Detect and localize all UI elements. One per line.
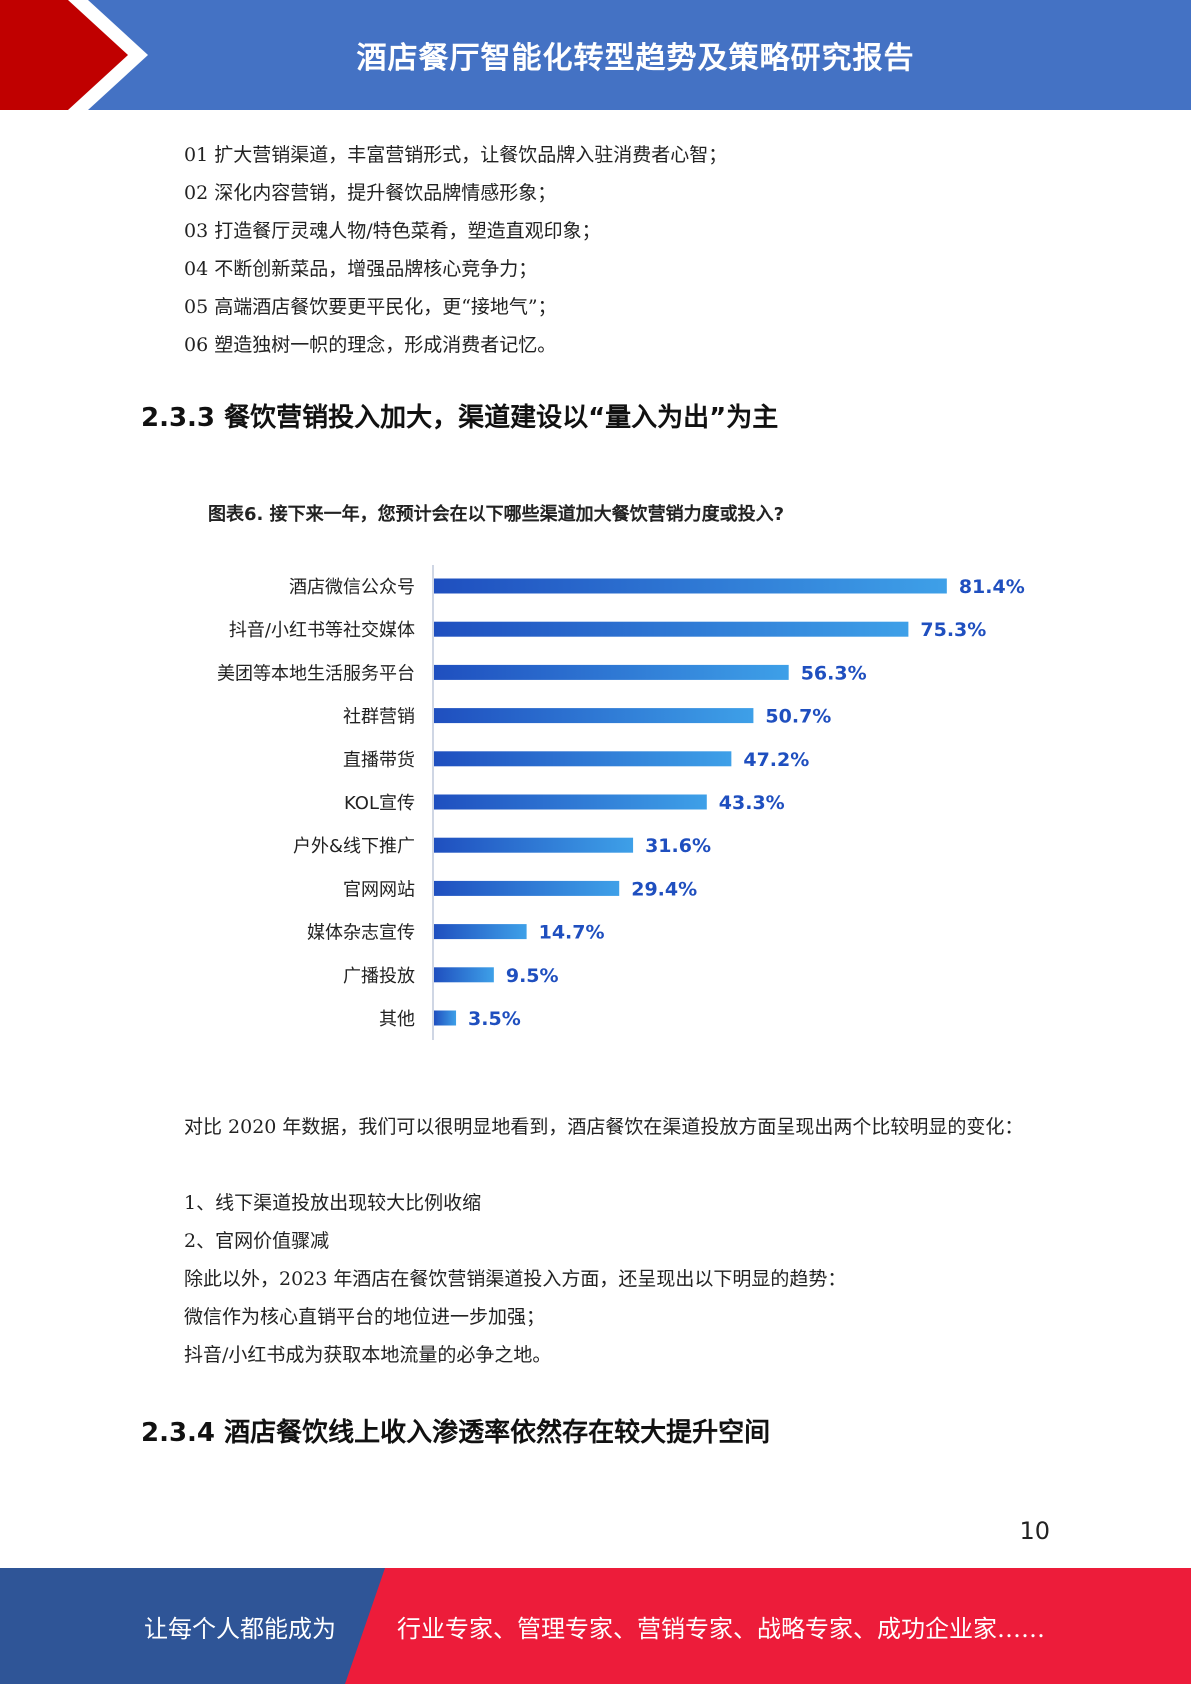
- value-label: 31.6%: [645, 835, 711, 857]
- body-line: 抖音/小红书成为获取本地流量的必争之地。: [184, 1344, 552, 1366]
- bar: [434, 664, 789, 680]
- list-item: 01 扩大营销渠道，丰富营销形式，让餐饮品牌入驻消费者心智；: [184, 144, 728, 166]
- value-label: 14.7%: [539, 922, 605, 944]
- category-label: 广播投放: [343, 966, 415, 987]
- category-label: 酒店微信公众号: [289, 577, 415, 598]
- body-line: 除此以外，2023 年酒店在餐饮营销渠道投入方面，还呈现出以下明显的趋势：: [184, 1268, 847, 1290]
- footer-background: [0, 1568, 1191, 1684]
- bar-chart: 酒店微信公众号 81.4% 抖音/小红书等社交媒体 75.3% 美团等本地生活服务平台 5…: [180, 480, 1080, 1050]
- chart-title: 图表6. 接下来一年，您预计会在以下哪些渠道加大餐饮营销力度或投入?: [208, 504, 785, 525]
- body-lines: 1、线下渠道投放出现较大比例收缩 2、官网价值骤减 除此以外，2023 年酒店在…: [184, 1184, 846, 1374]
- list-item: 03 打造餐厅灵魂人物/特色菜肴，塑造直观印象；: [184, 220, 601, 242]
- list-item: 06 塑造独树一帜的理念，形成消费者记忆。: [184, 334, 557, 356]
- body-paragraph: 对比 2020 年数据，我们可以很明显地看到，酒店餐饮在渠道投放方面呈现出两个比…: [141, 1108, 1041, 1146]
- list-item: 02 深化内容营销，提升餐饮品牌情感形象；: [184, 182, 557, 204]
- body-line: 1、线下渠道投放出现较大比例收缩: [184, 1192, 482, 1214]
- bar: [434, 967, 494, 983]
- value-label: 47.2%: [743, 749, 809, 771]
- page-number: 10: [1019, 1517, 1050, 1545]
- body-line: 2、官网价值骤减: [184, 1230, 330, 1252]
- footer-slogan-left: 让每个人都能成为: [144, 1614, 336, 1643]
- strategy-list: 01 扩大营销渠道，丰富营销形式，让餐饮品牌入驻消费者心智； 02 深化内容营销…: [184, 136, 727, 364]
- category-label: 抖音/小红书等社交媒体: [229, 620, 415, 641]
- category-label: 官网网站: [343, 879, 415, 900]
- bar: [434, 1010, 457, 1026]
- header-arrow-decoration: [0, 0, 148, 110]
- page-header: 酒店餐厅智能化转型趋势及策略研究报告: [0, 0, 1191, 110]
- value-label: 29.4%: [631, 878, 697, 900]
- report-title: 酒店餐厅智能化转型趋势及策略研究报告: [356, 41, 915, 76]
- value-label: 75.3%: [920, 619, 986, 641]
- value-label: 81.4%: [959, 576, 1025, 598]
- category-label: 媒体杂志宣传: [307, 923, 415, 944]
- category-label: 社群营销: [343, 707, 415, 728]
- body-line: 微信作为核心直销平台的地位进一步加强；: [184, 1306, 546, 1328]
- section-heading-234: 2.3.4 酒店餐饮线上收入渗透率依然存在较大提升空间: [141, 1418, 771, 1448]
- value-label: 3.5%: [468, 1008, 521, 1030]
- category-label: 其他: [379, 1009, 415, 1030]
- footer-slogan-right: 行业专家、管理专家、营销专家、战略专家、成功企业家……: [397, 1614, 1045, 1643]
- bar: [434, 751, 732, 767]
- bar: [434, 621, 909, 637]
- bar: [434, 708, 754, 724]
- bar: [434, 578, 947, 594]
- category-label: KOL宣传: [344, 793, 415, 814]
- value-label: 56.3%: [801, 662, 867, 684]
- value-label: 43.3%: [719, 792, 785, 814]
- chart-svg: 酒店微信公众号 81.4% 抖音/小红书等社交媒体 75.3% 美团等本地生活服务平台 5…: [217, 565, 1025, 1040]
- bar: [434, 924, 527, 940]
- section-heading-233: 2.3.3 餐饮营销投入加大，渠道建设以“量入为出”为主: [141, 403, 779, 433]
- list-item: 05 高端酒店餐饮要更平民化，更“接地气”；: [184, 296, 557, 318]
- bar: [434, 837, 634, 853]
- bar: [434, 880, 620, 896]
- value-label: 50.7%: [765, 706, 831, 728]
- category-label: 户外&线下推广: [293, 836, 415, 857]
- page-footer: 让每个人都能成为 行业专家、管理专家、营销专家、战略专家、成功企业家……: [0, 1568, 1191, 1684]
- category-label: 美团等本地生活服务平台: [217, 663, 415, 684]
- value-label: 9.5%: [506, 965, 559, 987]
- category-label: 直播带货: [343, 750, 415, 771]
- bar: [434, 794, 707, 810]
- paragraph-text: 对比 2020 年数据，我们可以很明显地看到，酒店餐饮在渠道投放方面呈现出两个比…: [184, 1116, 1024, 1138]
- list-item: 04 不断创新菜品，增强品牌核心竞争力；: [184, 258, 538, 280]
